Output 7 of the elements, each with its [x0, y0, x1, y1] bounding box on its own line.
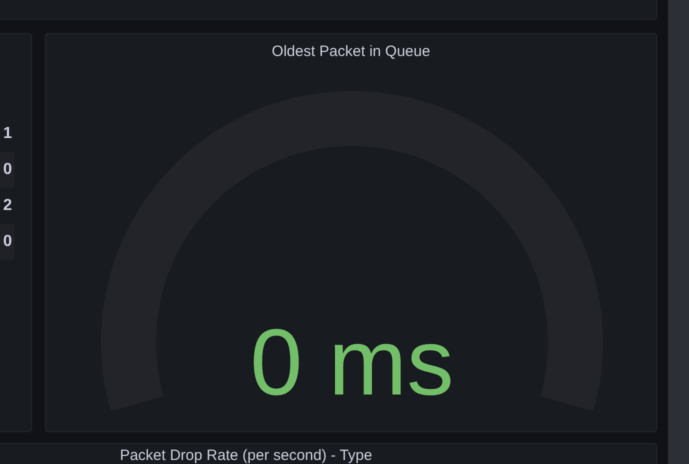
text: 2 [3, 197, 12, 215]
text: Oldest Packet in Queue [270, 43, 432, 61]
text: 0 [3, 233, 12, 251]
text: 0 [3, 161, 12, 179]
text: Packet Drop Rate (per second) - Type [118, 447, 374, 464]
data-label: 0 ms [250, 310, 454, 414]
text: 1 [3, 125, 12, 143]
